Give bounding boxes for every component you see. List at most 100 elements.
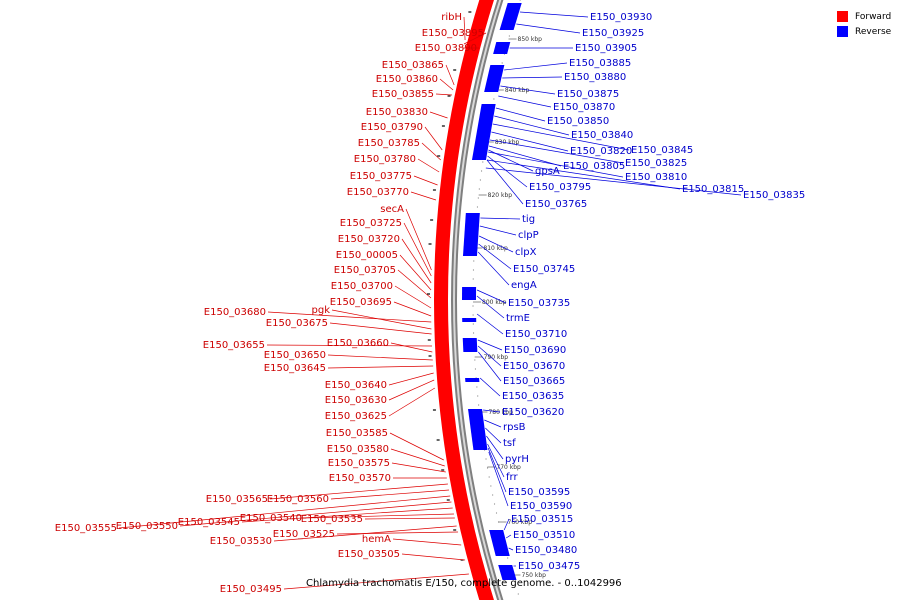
- reverse-gene-label: gpsA: [535, 166, 560, 177]
- ruler-dot: [478, 404, 480, 406]
- forward-gene-label: E150_03565: [206, 494, 268, 505]
- ruler-dot: [514, 584, 517, 586]
- reverse-gene-label: E150_03805: [563, 161, 625, 172]
- ruler-dot: [477, 395, 479, 397]
- reverse-gene-block: [489, 530, 510, 556]
- ruler-label: 840 kbp: [505, 87, 530, 94]
- reverse-leader-line: [504, 62, 568, 71]
- reverse-leader-line: [503, 518, 510, 531]
- forward-gene-label: E150_03680: [204, 307, 266, 318]
- ruler-dot: [472, 323, 474, 325]
- reverse-leader-line: [488, 145, 562, 167]
- ruler-label: 830 kbp: [495, 139, 520, 146]
- forward-leader-line: [394, 285, 432, 309]
- forward-gene-label: E150_03860: [376, 74, 438, 85]
- reverse-gene-label: E150_03620: [502, 407, 564, 418]
- reverse-gene-block: [462, 213, 480, 256]
- forward-leader-line: [179, 501, 452, 527]
- forward-gene-label: E150_03650: [264, 350, 326, 361]
- ruler-label: 800 kbp: [482, 299, 507, 306]
- reverse-gene-label: E150_03765: [525, 199, 587, 210]
- forward-strand-arc: [434, 0, 495, 600]
- ruler-dot: [493, 98, 495, 100]
- forward-leader-line: [401, 553, 466, 561]
- ruler-dot: [486, 467, 489, 469]
- forward-leader-line: [118, 495, 451, 529]
- ruler-dot: [476, 386, 478, 388]
- forward-leader-line: [401, 238, 432, 284]
- forward-gene-label: E150_03570: [329, 473, 391, 484]
- reverse-gene-block: [465, 378, 480, 382]
- reverse-gene-label: E150_03930: [590, 12, 652, 23]
- forward-leader-line: [389, 432, 444, 461]
- forward-leader-line: [269, 483, 448, 500]
- ruler-dot: [474, 368, 477, 370]
- reverse-leader-line: [502, 76, 563, 79]
- reverse-leader-line: [488, 451, 509, 507]
- reverse-gene-label: tsf: [503, 438, 516, 449]
- forward-leader-line: [397, 269, 432, 299]
- forward-gene-label: E150_03545: [178, 517, 240, 528]
- forward-leader-line: [463, 16, 466, 41]
- reverse-leader-line: [488, 151, 624, 178]
- forward-leader-line: [391, 462, 446, 473]
- forward-gene-label: E150_03625: [325, 411, 387, 422]
- legend-item-reverse: Reverse: [837, 24, 891, 39]
- reverse-leader-line: [476, 295, 505, 319]
- forward-gene-label: E150_03540: [240, 513, 302, 524]
- ruler-dot: [479, 179, 481, 181]
- forward-gene-label: pgk: [312, 305, 331, 316]
- reverse-gene-label: clpX: [515, 247, 537, 258]
- forward-gene-label: hemA: [362, 534, 391, 545]
- forward-gene-label: E150_03535: [301, 514, 363, 525]
- forward-gene-label: E150_03630: [325, 395, 387, 406]
- reverse-gene-label: E150_03690: [504, 345, 566, 356]
- forward-gene-label: E150_03830: [366, 107, 428, 118]
- reverse-gene-label: E150_03480: [515, 545, 577, 556]
- reverse-leader-line: [508, 547, 514, 551]
- forward-leader-line: [463, 32, 487, 45]
- forward-gene-label: E150_03645: [264, 363, 326, 374]
- reverse-gene-label: E150_03850: [547, 116, 609, 127]
- ruler-dot: [482, 161, 484, 163]
- reverse-gene-label: E150_03905: [575, 43, 637, 54]
- forward-gene-label: E150_03575: [328, 458, 390, 469]
- genome-ring: [434, 0, 504, 600]
- forward-leader-line: [388, 372, 434, 386]
- forward-gene-label: ribH: [441, 12, 462, 23]
- reverse-gene-block: [462, 338, 478, 352]
- reverse-gene-label: E150_03810: [625, 172, 687, 183]
- ruler-label: 760 kbp: [508, 519, 533, 526]
- forward-gene-label: E150_03530: [210, 536, 272, 547]
- ruler-dot: [507, 557, 509, 559]
- forward-gene-label: E150_03505: [338, 549, 400, 560]
- ruler-dot: [477, 197, 479, 199]
- forward-leader-line: [267, 311, 432, 323]
- reverse-gene-label: E150_03635: [502, 391, 564, 402]
- forward-gene-label: E150_03785: [358, 138, 420, 149]
- forward-leader-line: [327, 354, 433, 361]
- reverse-leader-line: [494, 115, 570, 136]
- reverse-leader-line: [479, 377, 501, 397]
- forward-gene-label: E150_03890: [415, 43, 477, 54]
- forward-leader-line: [392, 538, 462, 546]
- reverse-leader-line: [489, 139, 624, 164]
- reverse-leader-line: [484, 419, 502, 428]
- forward-leader-line: [435, 93, 453, 96]
- reverse-leader-line: [492, 123, 630, 151]
- ruler-dot: [472, 269, 475, 271]
- forward-gene-label: E150_03555: [55, 523, 117, 534]
- ruler-dot: [493, 503, 496, 505]
- ruler-label: 810 kbp: [483, 245, 508, 252]
- forward-leader-line: [390, 342, 433, 353]
- reverse-leader-line: [477, 339, 503, 351]
- forward-gene-label: E150_03895: [422, 28, 484, 39]
- forward-leader-line: [445, 64, 455, 86]
- forward-gene-label: E150_03585: [326, 428, 388, 439]
- reverse-gene-label: E150_03815: [682, 184, 744, 195]
- reverse-leader-line: [480, 217, 521, 220]
- ruler-dot: [472, 332, 475, 334]
- reverse-leader-line: [486, 435, 504, 460]
- reverse-gene-label: E150_03880: [564, 72, 626, 83]
- forward-leader-line: [336, 531, 459, 535]
